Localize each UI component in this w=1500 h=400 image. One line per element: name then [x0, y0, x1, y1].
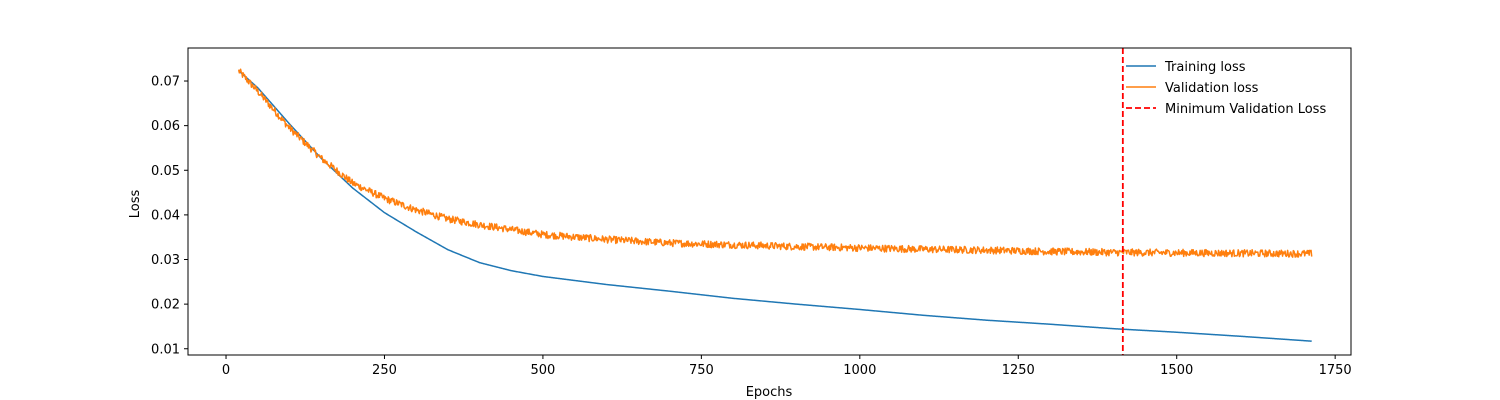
y-tick-label: 0.07: [151, 75, 180, 90]
series-line-0: [238, 70, 1312, 342]
x-tick-label: 1750: [1319, 363, 1352, 378]
x-tick-label: 1500: [1160, 363, 1193, 378]
x-tick-label: 1000: [843, 363, 876, 378]
y-tick-label: 0.02: [151, 298, 180, 313]
y-tick-label: 0.01: [151, 342, 180, 357]
legend-label-1: Validation loss: [1165, 81, 1259, 96]
y-axis-ticks: 0.01 0.02 0.03 0.04 0.05 0.06 0.07: [151, 75, 188, 357]
y-tick-label: 0.06: [151, 119, 180, 134]
legend: Training loss Validation loss Minimum Vali…: [1126, 60, 1326, 117]
series-layer: [237, 68, 1313, 342]
legend-label-2: Minimum Validation Loss: [1165, 102, 1326, 117]
y-tick-label: 0.05: [151, 164, 180, 179]
plot-area-frame: [187, 47, 1352, 356]
x-tick-label: 750: [689, 363, 714, 378]
x-tick-label: 1250: [1002, 363, 1035, 378]
series-line-1: [237, 68, 1313, 258]
x-axis-label: Epochs: [746, 385, 793, 400]
y-tick-label: 0.04: [151, 208, 180, 223]
y-tick-label: 0.03: [151, 253, 180, 268]
x-tick-label: 250: [372, 363, 397, 378]
legend-label-0: Training loss: [1164, 60, 1246, 75]
x-tick-label: 0: [222, 363, 230, 378]
y-axis-label: Loss: [128, 190, 143, 219]
x-tick-label: 500: [531, 363, 556, 378]
x-axis-ticks: 0 250 500 750 1000 1250 1500 1750: [222, 355, 1352, 378]
